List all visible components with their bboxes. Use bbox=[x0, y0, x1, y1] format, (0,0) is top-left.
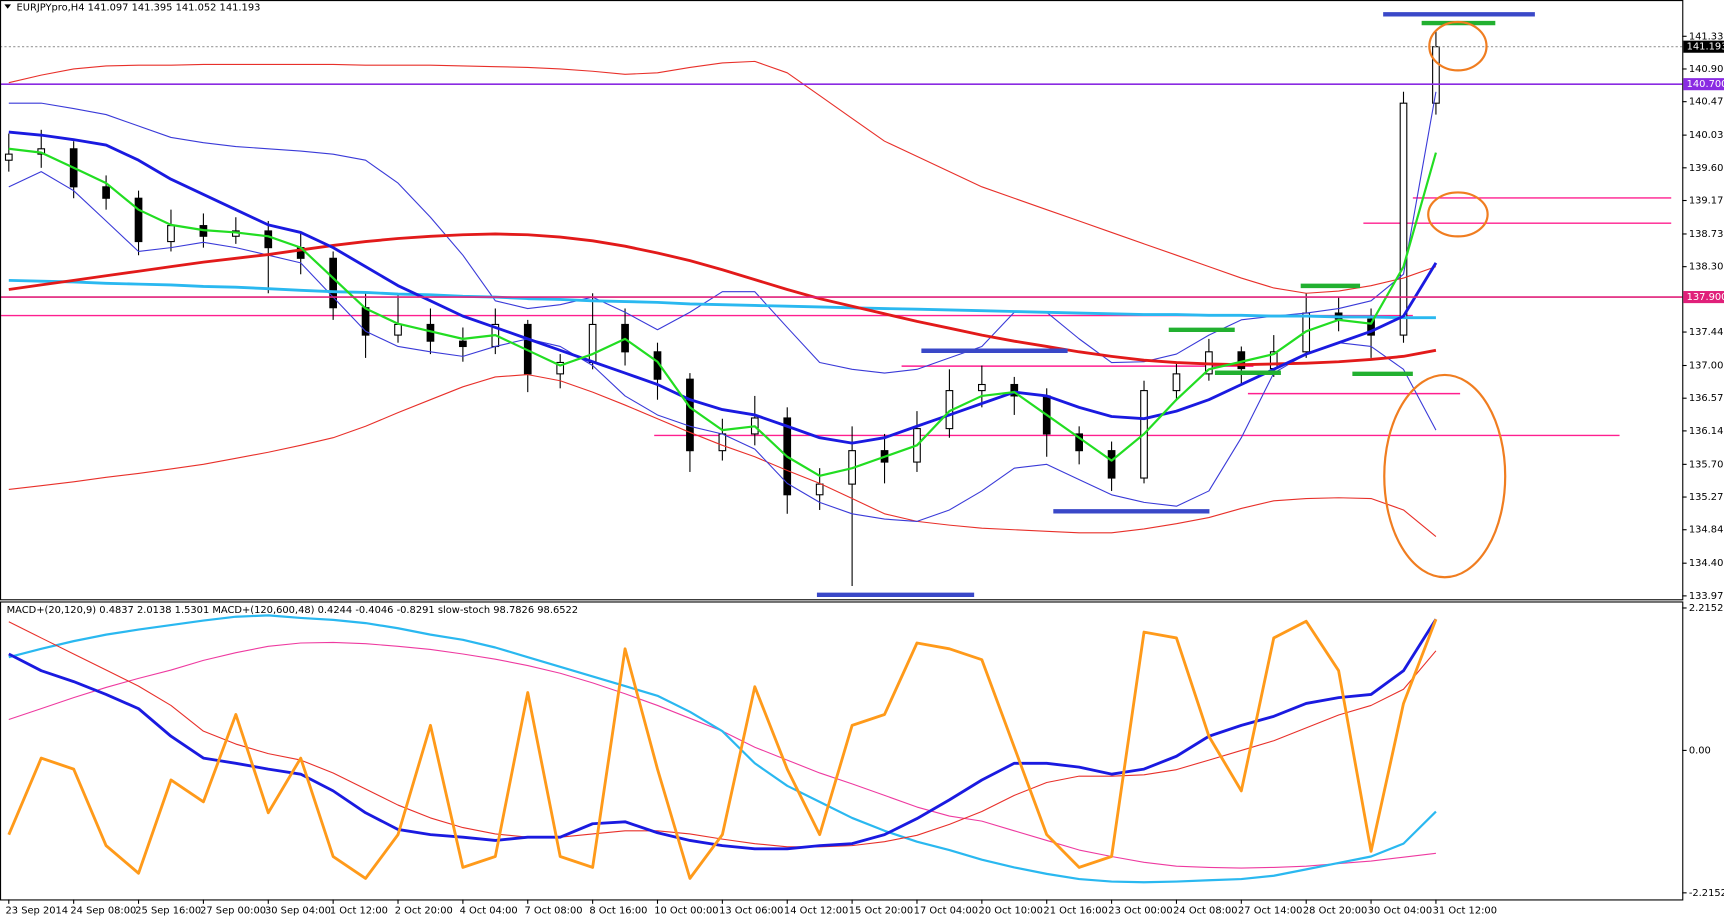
indicator-line bbox=[8, 374, 1437, 537]
x-tick-label: 20 Oct 10:00 bbox=[979, 905, 1043, 916]
indicator-line bbox=[8, 278, 1436, 320]
x-tick-label: 23 Sep 2014 bbox=[5, 905, 68, 916]
indicator-line bbox=[8, 232, 1437, 367]
chart-title: EURJPYpro,H4 141.097 141.395 141.052 141… bbox=[16, 3, 260, 14]
x-tick-label: 21 Oct 16:00 bbox=[1043, 905, 1107, 916]
candle-body bbox=[264, 230, 273, 249]
x-tick-label: 4 Oct 04:00 bbox=[460, 905, 518, 916]
highlight-ellipse bbox=[1427, 191, 1489, 238]
indicator-line bbox=[8, 147, 1437, 477]
x-tick-label: 28 Oct 20:00 bbox=[1303, 905, 1367, 916]
x-tick-label: 30 Sep 04:00 bbox=[265, 905, 331, 916]
highlight-ellipse bbox=[1428, 20, 1488, 72]
y-tick-label: 136.570 bbox=[1689, 393, 1724, 404]
price-label-box bbox=[1683, 40, 1724, 53]
x-tick-label: 24 Oct 08:00 bbox=[1173, 905, 1237, 916]
candle-body bbox=[4, 153, 13, 161]
indicator-title: MACD+(20,120,9) 0.4837 2.0138 1.5301 MAC… bbox=[7, 605, 579, 616]
candle-body bbox=[394, 323, 402, 336]
candle-body bbox=[686, 378, 694, 452]
x-tick-label: 24 Sep 08:00 bbox=[70, 905, 136, 916]
y-tick-label: 138.730 bbox=[1689, 229, 1724, 240]
y-tick-label: 133.970 bbox=[1689, 591, 1724, 602]
y-tick-label: 140.470 bbox=[1689, 97, 1724, 108]
x-tick-label: 17 Oct 04:00 bbox=[914, 905, 978, 916]
y-tick-label: 135.700 bbox=[1689, 459, 1724, 470]
price-label: 137.900 bbox=[1687, 292, 1724, 303]
x-tick-label: 31 Oct 12:00 bbox=[1433, 905, 1497, 916]
x-tick-label: 27 Oct 14:00 bbox=[1238, 905, 1302, 916]
plot bbox=[0, 31, 1683, 884]
x-tick-label: 10 Oct 00:00 bbox=[654, 905, 718, 916]
candle-body bbox=[1399, 102, 1408, 336]
x-tick-label: 2 Oct 20:00 bbox=[395, 905, 453, 916]
y-tick-label: 137.000 bbox=[1689, 361, 1724, 372]
x-tick-label: 23 Oct 00:00 bbox=[1108, 905, 1172, 916]
menu-arrow[interactable] bbox=[4, 4, 11, 9]
highlight-ellipse bbox=[1383, 373, 1507, 579]
y-tick-label: 140.900 bbox=[1689, 64, 1724, 75]
y-tick-label: 135.270 bbox=[1689, 492, 1724, 503]
y-tick-label: 139.170 bbox=[1689, 196, 1724, 207]
x-tick-label: 8 Oct 16:00 bbox=[589, 905, 647, 916]
indicator-line bbox=[8, 171, 1437, 522]
x-tick-label: 13 Oct 06:00 bbox=[719, 905, 783, 916]
candle-body bbox=[167, 225, 175, 243]
candle-body bbox=[134, 197, 143, 243]
candle-body bbox=[459, 340, 467, 348]
price-label: 140.700 bbox=[1687, 79, 1724, 90]
price-label-box bbox=[1683, 78, 1724, 91]
price-label: 141.193 bbox=[1687, 42, 1724, 53]
x-tick-label: 1 Oct 12:00 bbox=[330, 905, 388, 916]
x-tick-label: 25 Sep 16:00 bbox=[135, 905, 201, 916]
candle-body bbox=[1367, 318, 1375, 336]
x-tick-label: 7 Oct 08:00 bbox=[524, 905, 582, 916]
candle-body bbox=[102, 186, 110, 199]
indicator-line bbox=[8, 130, 1438, 445]
y-tick-label: 137.440 bbox=[1689, 327, 1724, 338]
y-tick-label: 0.00 bbox=[1689, 745, 1711, 756]
indicator-line bbox=[8, 60, 1437, 294]
candle-body bbox=[1172, 373, 1181, 392]
candle-body bbox=[815, 483, 824, 496]
axis-labels: 141.330 140.900 140.470 140.030 139.600 139.1… bbox=[5, 31, 1724, 916]
price-panel-border bbox=[0, 0, 1684, 601]
candle-body bbox=[588, 323, 597, 364]
x-tick-label: 15 Oct 20:00 bbox=[849, 905, 913, 916]
y-tick-label: 134.840 bbox=[1689, 525, 1724, 536]
price-label-box bbox=[1683, 291, 1724, 304]
indicator-line bbox=[7, 618, 1438, 880]
candle-body bbox=[977, 383, 986, 392]
y-tick-label: -2.2152 bbox=[1689, 888, 1724, 899]
x-tick-label: 27 Sep 00:00 bbox=[200, 905, 266, 916]
y-tick-label: 134.400 bbox=[1689, 558, 1724, 569]
candle-body bbox=[329, 257, 337, 309]
candle-body bbox=[1075, 433, 1083, 452]
indicator-line bbox=[8, 618, 1438, 851]
candle-body bbox=[718, 433, 727, 452]
candle-body bbox=[1107, 450, 1116, 479]
y-tick-label: 139.600 bbox=[1689, 163, 1724, 174]
y-tick-label: 2.2152 bbox=[1689, 603, 1724, 614]
x-tick-label: 14 Oct 12:00 bbox=[784, 905, 848, 916]
y-tick-label: 141.330 bbox=[1689, 31, 1724, 42]
y-tick-label: 140.030 bbox=[1689, 130, 1724, 141]
drawings bbox=[816, 12, 1535, 598]
candle-body bbox=[1010, 383, 1019, 397]
x-tick-label: 30 Oct 04:00 bbox=[1368, 905, 1432, 916]
candle-body bbox=[556, 361, 565, 375]
y-tick-label: 136.140 bbox=[1689, 426, 1724, 437]
y-tick-label: 138.300 bbox=[1689, 262, 1724, 273]
indicator-line bbox=[8, 91, 1437, 374]
indicator-line bbox=[8, 614, 1437, 884]
